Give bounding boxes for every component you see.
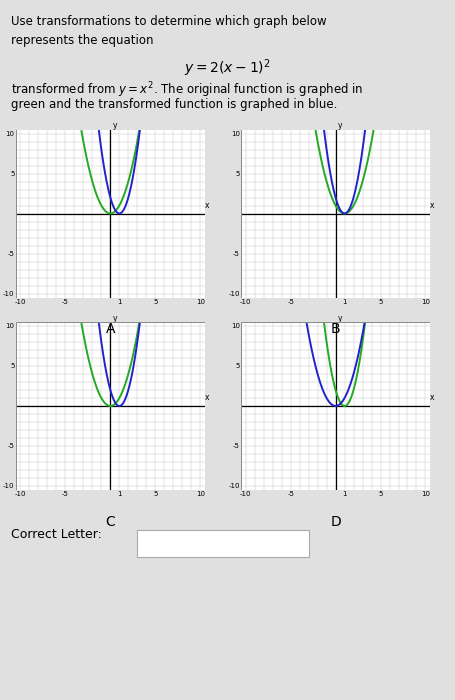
- Text: C: C: [106, 514, 115, 528]
- Text: x: x: [430, 393, 435, 402]
- Text: Correct Letter:: Correct Letter:: [11, 528, 102, 542]
- Text: y: y: [113, 314, 117, 323]
- Text: y: y: [338, 121, 343, 130]
- Text: Use transformations to determine which graph below: Use transformations to determine which g…: [11, 15, 327, 29]
- Text: y: y: [113, 121, 117, 130]
- Text: B: B: [331, 322, 340, 336]
- Text: y: y: [338, 314, 343, 323]
- Text: green and the transformed function is graphed in blue.: green and the transformed function is gr…: [11, 98, 338, 111]
- Text: A: A: [106, 322, 115, 336]
- Text: represents the equation: represents the equation: [11, 34, 154, 47]
- Text: D: D: [330, 514, 341, 528]
- Text: x: x: [205, 393, 209, 402]
- Text: x: x: [430, 200, 435, 209]
- Text: $y = 2(x-1)^2$: $y = 2(x-1)^2$: [184, 57, 271, 79]
- Text: x: x: [205, 200, 209, 209]
- Text: transformed from $y = x^2$. The original function is graphed in: transformed from $y = x^2$. The original…: [11, 80, 364, 100]
